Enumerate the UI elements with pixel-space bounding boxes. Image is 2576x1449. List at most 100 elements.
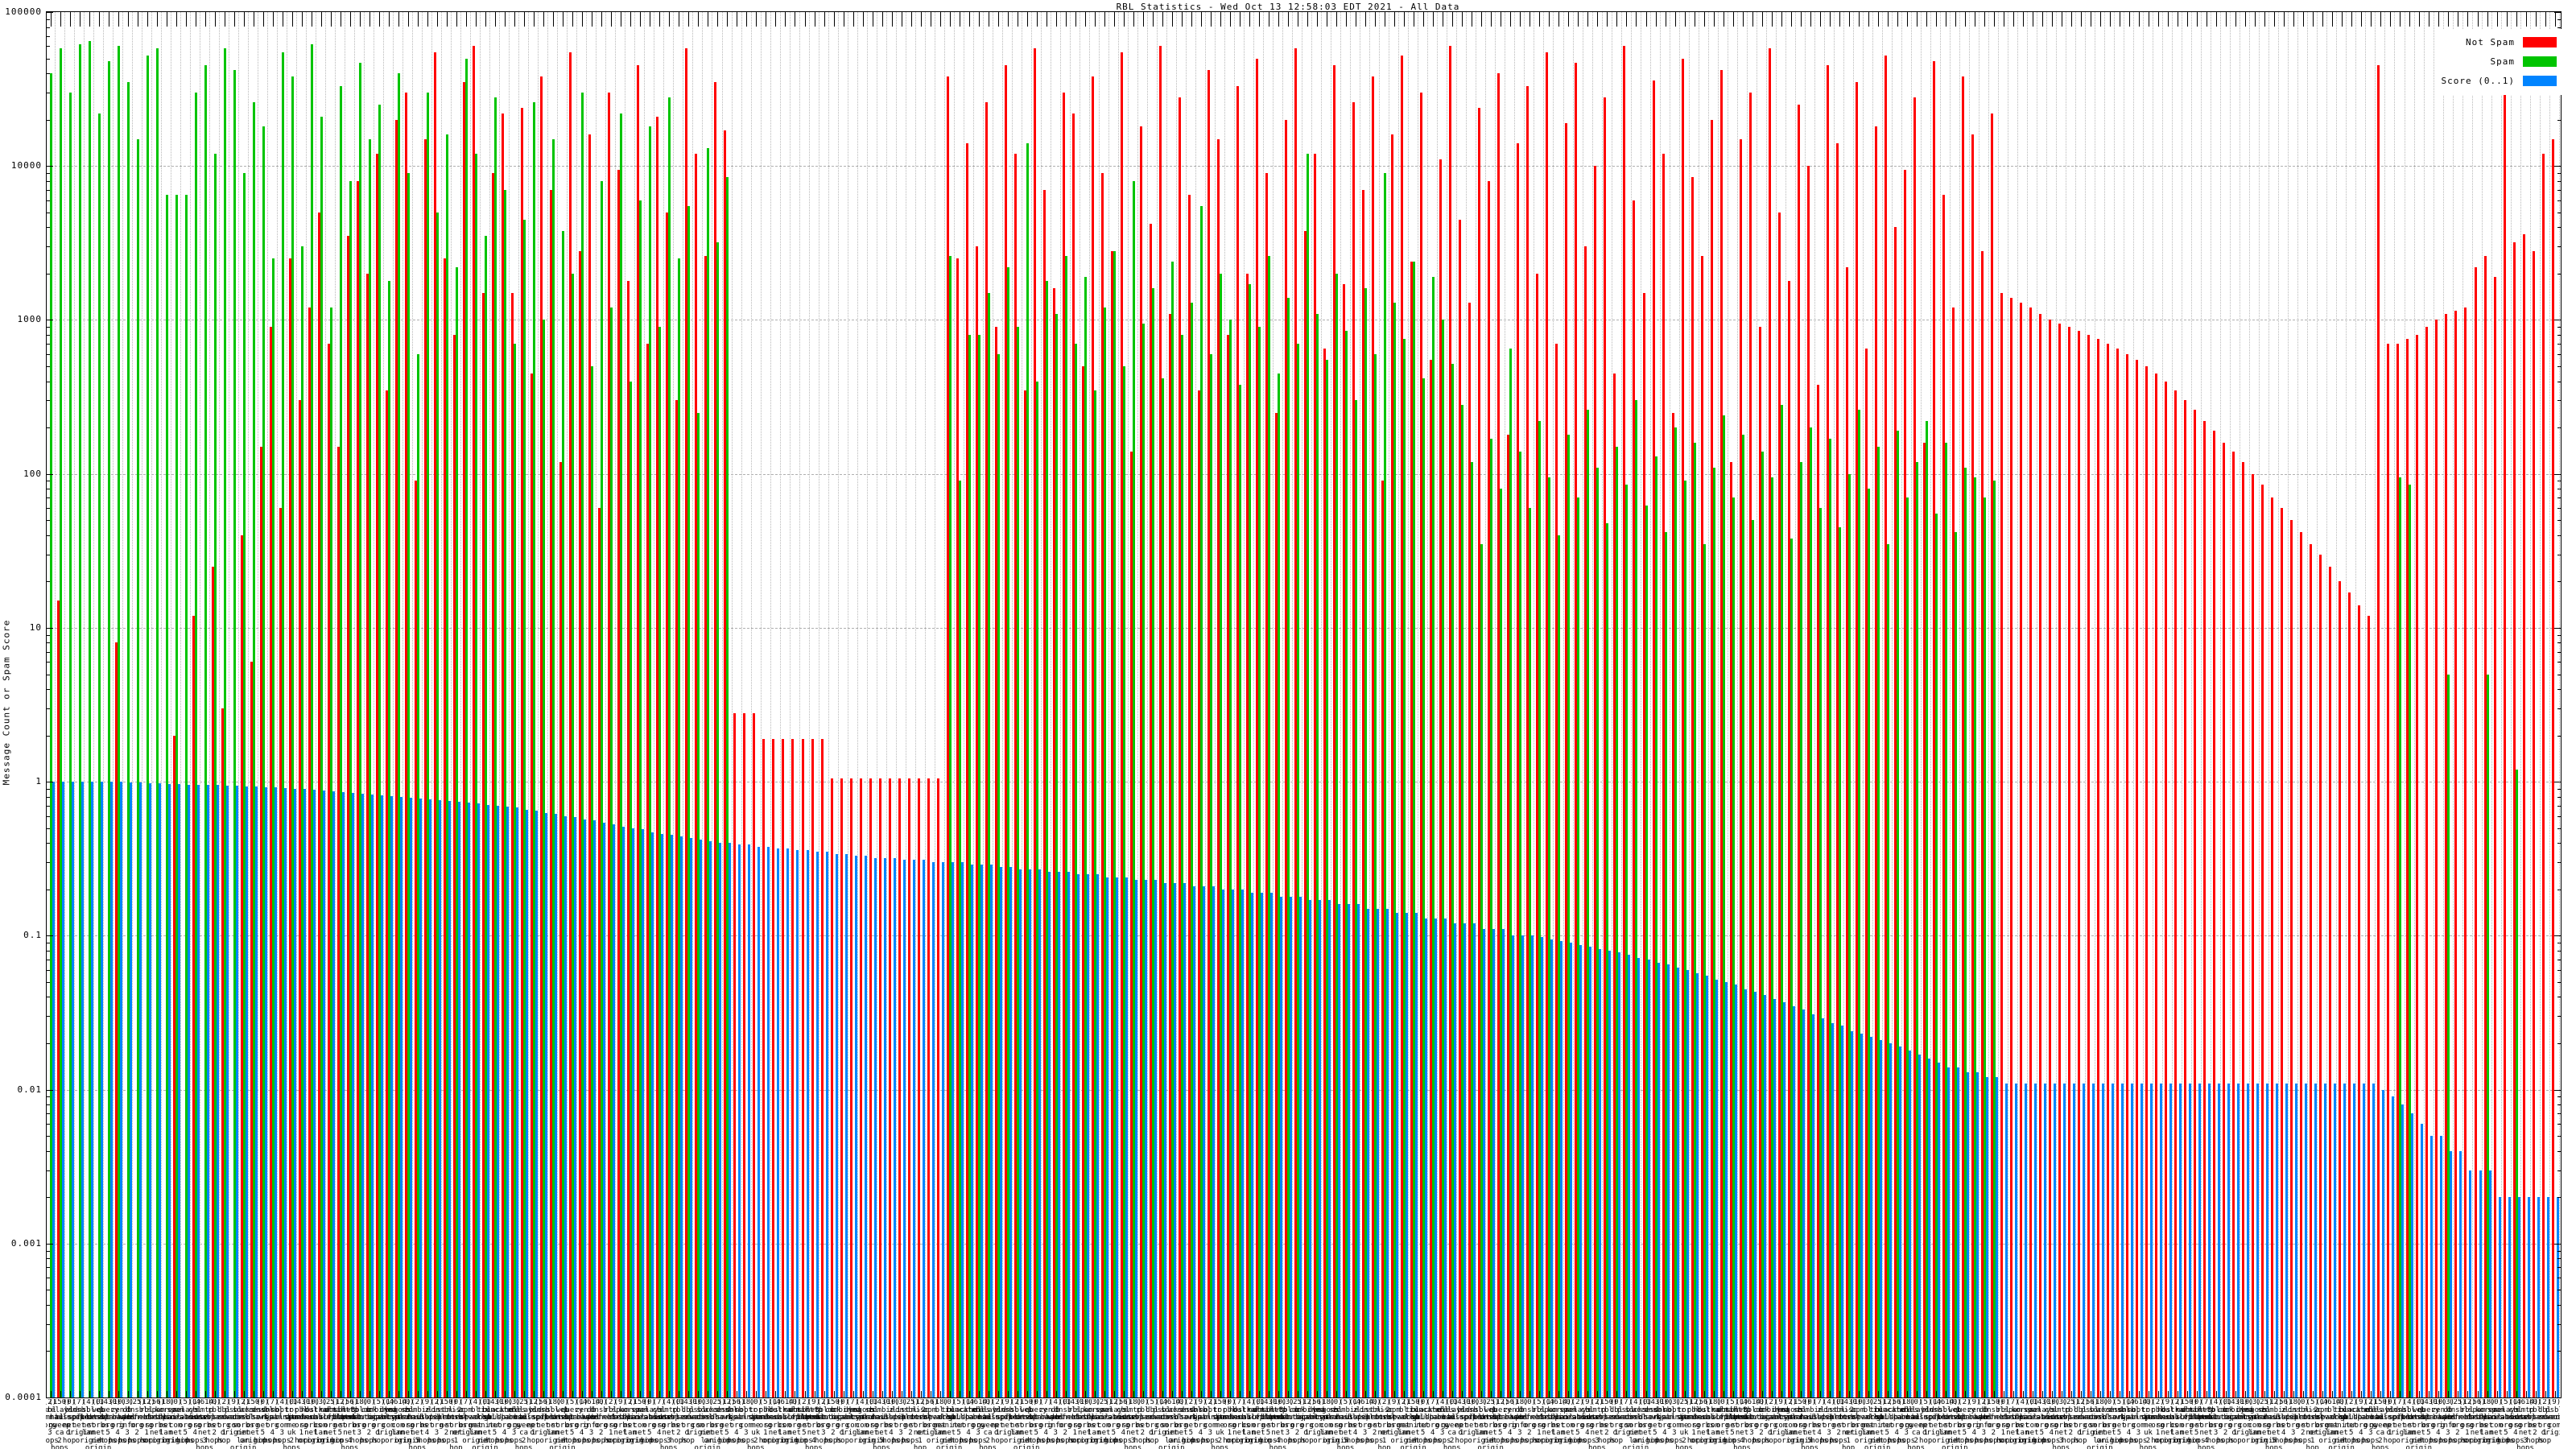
bar: [1406, 913, 1409, 1397]
bar: [825, 852, 828, 1397]
bar: [1202, 886, 1205, 1397]
bar: [1454, 923, 1457, 1397]
bar: [1064, 256, 1067, 1397]
bar: [1042, 189, 1046, 1397]
bar: [1468, 302, 1472, 1397]
bar: [2150, 1083, 2153, 1397]
bar: [1451, 363, 1455, 1397]
bar: [2541, 154, 2545, 1397]
bar: [1693, 442, 1696, 1397]
bar: [1538, 421, 1542, 1397]
bar: [271, 258, 275, 1397]
bar: [1915, 461, 1918, 1397]
bar: [204, 65, 207, 1397]
bar: [2396, 344, 2400, 1397]
bar: [1922, 442, 1926, 1397]
bar: [695, 154, 698, 1397]
bar: [2112, 1083, 2115, 1397]
bar: [1154, 880, 1157, 1397]
bar: [622, 827, 625, 1397]
bar: [975, 246, 978, 1397]
bar: [1905, 497, 1909, 1397]
bar: [1413, 261, 1416, 1397]
bar: [1120, 52, 1123, 1397]
bar: [1616, 447, 1619, 1397]
bar: [912, 860, 915, 1397]
bar: [965, 143, 968, 1397]
bar: [977, 335, 980, 1397]
bar: [107, 61, 110, 1397]
bar: [2486, 674, 2489, 1397]
bar: [1461, 405, 1464, 1397]
bar: [1690, 176, 1694, 1397]
bar: [898, 778, 901, 1397]
bar: [658, 327, 662, 1397]
bar: [1163, 882, 1166, 1397]
bar: [453, 335, 456, 1397]
bar: [1016, 327, 1019, 1397]
bar: [584, 819, 587, 1397]
bar: [2281, 508, 2284, 1397]
bar: [1719, 70, 1723, 1397]
bar: [2107, 344, 2110, 1397]
bar: [1811, 1013, 1814, 1397]
bar: [562, 230, 565, 1397]
bar: [1270, 893, 1274, 1397]
bar: [1847, 473, 1851, 1397]
bar: [1134, 880, 1137, 1397]
bar: [1821, 1018, 1824, 1397]
bar: [473, 46, 476, 1397]
bar: [2174, 390, 2178, 1397]
bar: [2043, 1083, 2046, 1397]
bar: [1178, 97, 1181, 1397]
bar: [1577, 497, 1580, 1397]
bar: [2116, 349, 2120, 1397]
bar: [2348, 592, 2351, 1397]
bar: [726, 176, 729, 1397]
bar: [1753, 992, 1757, 1397]
bar: [378, 105, 381, 1397]
bar: [194, 93, 197, 1397]
bar: [1348, 904, 1351, 1397]
bar: [2237, 1083, 2240, 1397]
bar: [1435, 918, 1438, 1397]
bar: [1212, 886, 1215, 1397]
bar: [2382, 1089, 2385, 1397]
bar: [184, 195, 188, 1397]
bar: [922, 860, 925, 1397]
bar: [2198, 1083, 2202, 1397]
bar: [2266, 1083, 2269, 1397]
bar: [999, 866, 1002, 1397]
bar: [1367, 908, 1370, 1397]
bar: [119, 782, 122, 1397]
legend-label-not-spam: Not Spam: [2466, 36, 2515, 47]
bar: [678, 258, 681, 1397]
bar: [1236, 86, 1240, 1397]
bar: [1645, 506, 1648, 1397]
bar: [2447, 674, 2450, 1397]
bar: [61, 782, 64, 1397]
bar: [2068, 327, 2070, 1397]
bar: [1818, 508, 1822, 1397]
bar: [1492, 929, 1496, 1397]
bar: [690, 838, 693, 1397]
bar: [1278, 373, 1281, 1397]
bar: [1855, 82, 1858, 1397]
bar: [675, 400, 679, 1397]
bar: [2165, 381, 2168, 1397]
bar: [893, 857, 896, 1397]
bar: [591, 366, 594, 1397]
bar: [2189, 1083, 2192, 1397]
bar: [1345, 330, 1348, 1397]
bar: [1966, 1071, 1969, 1397]
bar: [1695, 973, 1699, 1397]
bar: [2087, 335, 2091, 1397]
bar: [535, 810, 539, 1397]
bar: [444, 258, 447, 1397]
bar: [262, 126, 265, 1397]
bar: [1517, 143, 1520, 1397]
bar: [2421, 1124, 2424, 1397]
bar: [2033, 1083, 2037, 1397]
bar: [1777, 212, 1781, 1397]
bar: [2058, 323, 2061, 1397]
